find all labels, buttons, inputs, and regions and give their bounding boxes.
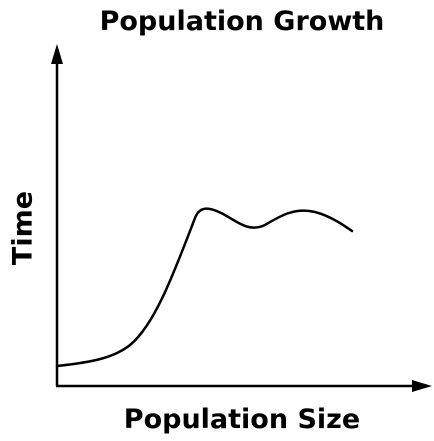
x-axis-label: Population Size [124,404,360,435]
y-axis-label: Time [8,191,39,265]
growth-curve [55,207,354,368]
x-axis-arrow [412,380,432,392]
y-axis-arrow [51,44,63,64]
title: Population Growth [100,6,385,37]
